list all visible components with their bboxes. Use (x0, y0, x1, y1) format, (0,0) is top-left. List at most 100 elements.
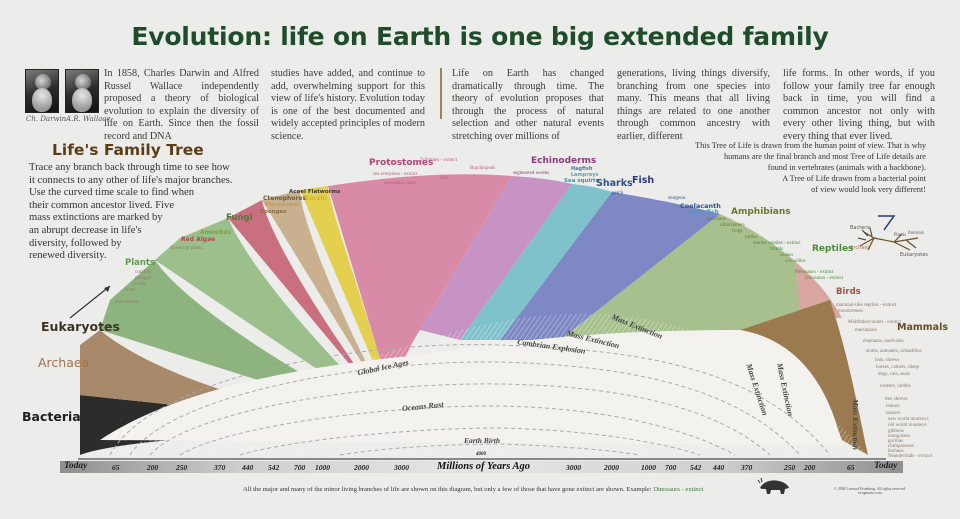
minor-label: ginkgos (135, 276, 151, 281)
tick: 200 (147, 463, 159, 472)
minor-label: Trilobites - extinct (420, 158, 458, 163)
wallace-signature: A.R. Wallace (66, 115, 111, 123)
label-reptiles: Reptiles (812, 244, 854, 254)
minor-label: caecilians (706, 217, 726, 222)
event-mass-extinction-5: Mass Extinction (850, 399, 860, 450)
minor-label: Neanderthals - extinct (888, 454, 933, 459)
minor-label: Multituberculates - extinct (848, 320, 902, 325)
copyright: © 2008 Leonard Eisenberg. All rights res… (834, 487, 906, 495)
minor-label: gorillas (888, 439, 903, 444)
tick: 542 (268, 463, 280, 472)
minor-label: sea scorpions - extinct (373, 172, 418, 177)
label-fungi: Fungi (226, 213, 253, 223)
tick: 3000 (394, 463, 409, 472)
minor-label: perch (612, 191, 624, 196)
tick: 65 (112, 463, 120, 472)
mini-tree-archaea: Archaea (850, 245, 871, 251)
tick: 2000 (354, 463, 369, 472)
minor-label: bats, shrews (875, 358, 900, 363)
dinosaur-icon (757, 477, 789, 494)
family-tree-heading: Life's Family Tree (52, 141, 204, 159)
tick: 440 (713, 463, 725, 472)
label-corals: Corals (305, 195, 327, 202)
label-sea-squirts: Sea squirts (564, 178, 599, 184)
label-hagfish: Hagfish (571, 166, 593, 172)
label-archaea: Archaea (38, 355, 90, 370)
minor-label: elephants, aardvarks (863, 339, 904, 344)
pov-note: This Tree of Life is drawn from the huma… (695, 141, 926, 194)
minor-label: new world monkeys (888, 417, 929, 422)
darwin-portrait (25, 69, 59, 113)
intro-col-4: generations, living things diversify, br… (617, 68, 770, 142)
label-fish: Fish (632, 175, 655, 186)
label-echinoderms: Echinoderms (531, 156, 597, 166)
minor-label: dogs, cats, seals (878, 372, 910, 377)
minor-label: Dinosaurs - extinct (805, 276, 844, 281)
mini-tree-eukaryotes: Eukaryotes (900, 252, 928, 258)
tick-right-today: Today (874, 461, 898, 471)
minor-label: flies (440, 176, 449, 181)
tick: 65 (847, 463, 855, 472)
family-tree-description: Trace any branch back through time to se… (29, 162, 233, 262)
minor-label: tree shrews (885, 397, 908, 402)
minor-label: marsupials (855, 328, 877, 333)
minor-label: gibbons (888, 429, 904, 434)
minor-label: rodents, rabbits (880, 384, 911, 389)
minor-label: lizards (770, 247, 784, 252)
tick: 542 (690, 463, 702, 472)
intro-col-1: In 1858, Charles Darwin and Alfred Russe… (104, 68, 259, 142)
minor-label: tarsiers (886, 411, 901, 416)
minor-label: horseshoe crabs (384, 181, 416, 186)
minor-label: marine reptiles - extinct (753, 241, 801, 246)
tick: 370 (214, 463, 226, 472)
intro-col-2: studies have added, and continue to add,… (271, 68, 425, 142)
minor-label: humans (888, 449, 904, 454)
label-eukaryotes: Eukaryotes (41, 319, 120, 334)
minor-label: frogs (732, 229, 743, 234)
minor-label: club mosses (115, 300, 140, 305)
minor-label: sturgeon (668, 196, 686, 201)
tick: 250 (784, 463, 796, 472)
minor-label: flowering plants (170, 246, 203, 251)
svg-text:Plants: Plants (894, 232, 906, 237)
label-amoebas: Amoebas (200, 229, 232, 236)
event-earth-birth: Earth Birth (464, 436, 501, 445)
label-placozoans: Placozoans (265, 202, 300, 208)
minor-label: segmented worms (513, 171, 550, 176)
wallace-portrait (65, 69, 99, 113)
minor-label: snakes (780, 253, 794, 258)
minor-label: conifers (135, 270, 152, 275)
footer-note: All the major and many of the minor livi… (243, 486, 704, 493)
label-amphibians: Amphibians (731, 207, 791, 217)
label-lungfish: Lungfish (690, 209, 719, 216)
svg-text:Animals: Animals (908, 230, 924, 235)
minor-label: lemurs (886, 404, 900, 409)
label-sponges: Sponges (260, 209, 287, 215)
minor-label: cycads (132, 282, 146, 287)
intro-col-5: life forms. In other words, if you follo… (783, 68, 935, 142)
tick: 2000 (604, 463, 619, 472)
minor-label: turtles (745, 235, 758, 240)
label-plants: Plants (125, 258, 156, 268)
label-acoel-flatworms: Acoel Flatworms (289, 189, 341, 195)
poster-title: Evolution: life on Earth is one big exte… (131, 22, 829, 51)
minor-label: orangutans (888, 434, 910, 439)
tick: 3000 (566, 463, 581, 472)
minor-label: salamanders (720, 223, 745, 228)
time-axis-bar (60, 461, 903, 473)
minor-label: monotremes (838, 309, 863, 314)
footer-example: Dinosaurs - extinct (653, 486, 704, 493)
tick: 1000 (315, 463, 330, 472)
label-mammals: Mammals (897, 322, 948, 333)
label-sharks: Sharks (596, 178, 633, 189)
minor-label: mammal-like reptiles - extinct (836, 303, 897, 308)
darwin-signature: Ch. Darwin (26, 115, 67, 123)
mini-tree-bacteria: Bacteria (850, 225, 871, 231)
minor-label: horses, camels, sheep (876, 365, 920, 370)
tick: 1000 (641, 463, 656, 472)
label-protostomes: Protostomes (369, 158, 434, 168)
time-axis-title: Millions of Years Ago (437, 461, 531, 472)
tick: 440 (242, 463, 254, 472)
label-ctenophores: Ctenophores (263, 195, 307, 202)
